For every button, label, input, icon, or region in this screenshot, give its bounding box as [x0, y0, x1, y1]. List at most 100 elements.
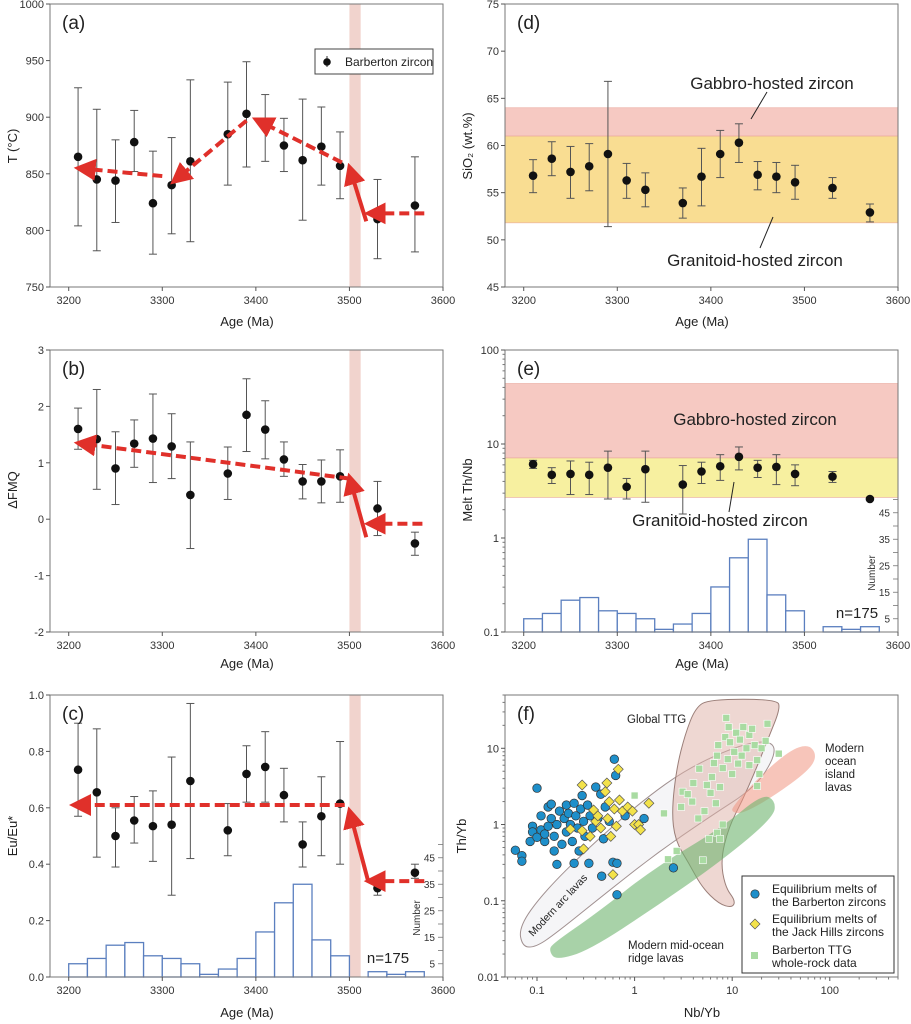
- x-tick-label: 3500: [337, 640, 361, 652]
- barberton-ttg-point: [721, 733, 730, 741]
- x-tick-label: 3300: [150, 295, 174, 307]
- barberton-ttg-point: [753, 756, 761, 764]
- y-axis-title-b: ΔFMQ: [5, 471, 20, 509]
- barberton-ttg-point: [753, 782, 761, 790]
- jack-hills-melt-point: [607, 869, 619, 881]
- region-label-oib-3: island: [825, 769, 855, 781]
- y-tick-label: -2: [34, 627, 44, 639]
- barberton-ttg-point: [718, 820, 727, 829]
- barberton-melt-point: [525, 836, 535, 847]
- barberton-ttg-point: [712, 799, 720, 808]
- legend-label-jackhills-2: the Jack Hills zircons: [772, 925, 884, 939]
- panel-c: 5 15 25 35 45 3200 3300 3400 3500 3600 0.0 0.2 0.4 0.…: [29, 690, 456, 997]
- jack-hills-melt-point: [576, 779, 588, 791]
- histogram-bar: [597, 610, 618, 633]
- jack-hills-melt-point: [584, 830, 596, 842]
- barberton-ttg-point: [742, 744, 751, 753]
- y-tick-label: 1: [493, 533, 499, 545]
- barberton-ttg-point: [736, 735, 744, 744]
- histogram-bar: [747, 538, 768, 633]
- granitoid-band-label-d: Granitoid-hosted zircon: [667, 251, 843, 270]
- data-point: [242, 109, 251, 119]
- legend-a: Barberton zircon: [314, 48, 434, 75]
- barberton-ttg-point: [714, 741, 723, 749]
- barberton-ttg-point: [694, 814, 703, 823]
- x-tick-label: 3300: [150, 640, 174, 652]
- barberton-melt-point: [532, 783, 542, 793]
- barberton-melt-point: [584, 858, 594, 868]
- data-point: [373, 883, 382, 893]
- data-point: [772, 172, 781, 181]
- y-tick-label: 1000: [20, 0, 44, 11]
- histogram-bar: [616, 612, 637, 633]
- region-label-oib-1: Modern: [825, 743, 864, 755]
- y-tick-label: 1: [493, 820, 499, 832]
- data-point: [298, 477, 307, 486]
- barberton-ttg-point: [732, 728, 741, 737]
- barberton-melt-point: [561, 800, 572, 810]
- barberton-ttg-point: [710, 759, 718, 767]
- data-point: [167, 442, 176, 451]
- data-point: [622, 176, 631, 185]
- barberton-melt-point: [577, 790, 587, 801]
- barberton-ttg-point: [716, 783, 724, 791]
- data-point: [279, 790, 289, 800]
- jack-hills-melt-point: [608, 803, 620, 815]
- age-highlight-band: [349, 4, 361, 287]
- y-tick-label: 0: [38, 514, 44, 526]
- barberton-melt-point: [597, 871, 607, 881]
- y-axis-title-a: T (°C): [5, 129, 20, 164]
- histogram-bar: [560, 599, 581, 633]
- x-tick-label: 3600: [431, 295, 455, 307]
- data-point: [715, 149, 725, 159]
- data-point: [622, 482, 631, 492]
- legend-box: [314, 48, 434, 75]
- data-point: [753, 463, 762, 472]
- barberton-ttg-point: [737, 751, 746, 760]
- histogram-bar: [766, 594, 787, 633]
- barberton-ttg-point: [708, 773, 716, 781]
- x-axis-title-a: Age (Ma): [220, 314, 273, 329]
- barberton-ttg-point: [745, 761, 754, 770]
- jack-hills-melt-point: [602, 812, 614, 824]
- histogram-tick-label: 35: [424, 880, 436, 891]
- barberton-melt-point: [557, 839, 567, 849]
- region-label-oib-2: ocean: [825, 756, 856, 768]
- histogram-bar: [273, 902, 294, 978]
- barberton-melt-point: [517, 856, 527, 866]
- histogram-bar: [541, 612, 562, 633]
- y-tick-label: 0.6: [29, 803, 44, 815]
- y-tick-label: 10: [487, 743, 499, 755]
- data-point: [317, 811, 326, 821]
- barberton-ttg-point: [755, 770, 764, 778]
- histogram-n-label-c: n=175: [367, 950, 409, 967]
- histogram-tick-label: 5: [884, 614, 890, 625]
- trend-arrow: [343, 806, 371, 882]
- data-point: [373, 214, 382, 224]
- y-tick-label: 0.2: [29, 916, 44, 928]
- x-tick-label: 3500: [337, 985, 361, 997]
- panel-label-a: (a): [62, 13, 85, 34]
- y-axis-title-f: Th/Yb: [454, 819, 469, 854]
- histogram-bar: [785, 610, 806, 633]
- data-point: [129, 439, 139, 448]
- legend-label-jackhills-1: Equilibrium melts of: [772, 912, 877, 926]
- histogram-tick-label: 25: [879, 561, 891, 572]
- histogram-bar: [124, 941, 145, 978]
- x-axis-title-c: Age (Ma): [220, 1005, 273, 1020]
- x-tick-label: 3200: [56, 295, 80, 307]
- x-tick-label: 3200: [56, 985, 80, 997]
- data-point: [584, 470, 594, 480]
- barberton-ttg-point: [716, 834, 724, 843]
- barberton-ttg-point: [761, 737, 770, 745]
- barberton-ttg-point: [695, 764, 704, 773]
- trend-arrow: [73, 434, 350, 481]
- data-point: [678, 198, 688, 208]
- jack-hills-melt-point: [610, 820, 622, 832]
- y-tick-label: 1: [38, 458, 44, 470]
- barberton-melt-point: [543, 821, 553, 831]
- histogram-n-label-e: n=175: [836, 605, 878, 622]
- gabbro-band-label-e: Gabbro-hosted zircon: [673, 410, 836, 429]
- histogram-bar: [180, 963, 201, 978]
